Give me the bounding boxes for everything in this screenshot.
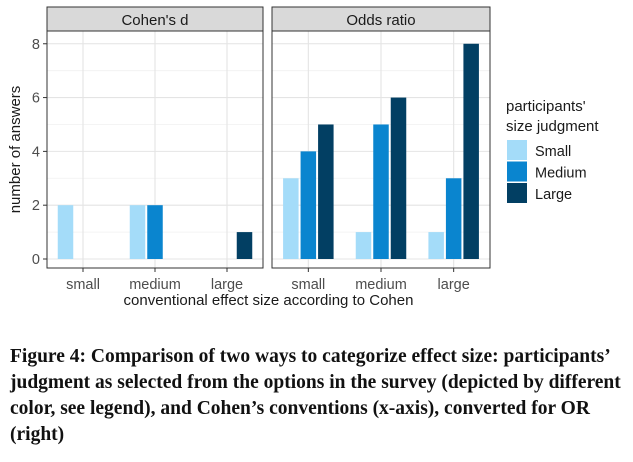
legend-label-small: Small: [535, 144, 571, 160]
bar-medium: [300, 151, 317, 259]
legend-key-small: [507, 140, 527, 160]
x-tick-label: medium: [355, 277, 407, 293]
y-axis-title: number of answers: [7, 86, 24, 214]
bar-small: [283, 178, 299, 259]
panel-border: [271, 30, 491, 269]
bar-large: [236, 232, 253, 259]
x-tick-label: small: [66, 277, 100, 293]
bar-medium: [445, 178, 462, 259]
bar-small: [355, 232, 372, 259]
panel-title: Odds ratio: [346, 12, 415, 29]
x-tick-label: large: [211, 277, 243, 293]
y-tick-label: 4: [32, 144, 40, 160]
bar-large: [318, 124, 334, 259]
panel-strip: [46, 6, 264, 32]
legend-label-medium: Medium: [535, 166, 587, 182]
bar-small: [57, 205, 74, 259]
panel-title: Cohen's d: [121, 12, 188, 29]
bar-large: [463, 43, 479, 260]
bar-medium: [373, 124, 389, 259]
faceted-bar-chart: Cohen's d small medium large Odds ratio small…: [7, 6, 599, 309]
x-tick-label: large: [438, 277, 470, 293]
panel-strip: [271, 6, 491, 32]
bar-small: [428, 232, 444, 259]
y-tick-label: 0: [32, 252, 40, 268]
panel-border: [46, 30, 264, 269]
y-tick-label: 2: [32, 198, 40, 214]
bar-medium: [147, 205, 163, 259]
x-tick-label: small: [291, 277, 325, 293]
legend-key-medium: [507, 161, 527, 182]
x-axis-title: conventional effect size according to Co…: [124, 292, 414, 309]
legend-key-large: [507, 183, 527, 203]
bar-small: [129, 205, 146, 259]
figure-caption: Figure 4: Comparison of two ways to cate…: [10, 346, 621, 445]
legend-label-large: Large: [535, 187, 572, 203]
legend-title: size judgment: [506, 118, 599, 135]
x-tick-label: medium: [129, 277, 181, 293]
legend-title: participants': [506, 98, 586, 115]
bar-large: [390, 97, 407, 259]
y-tick-label: 6: [32, 91, 40, 107]
y-tick-label: 8: [32, 37, 40, 53]
